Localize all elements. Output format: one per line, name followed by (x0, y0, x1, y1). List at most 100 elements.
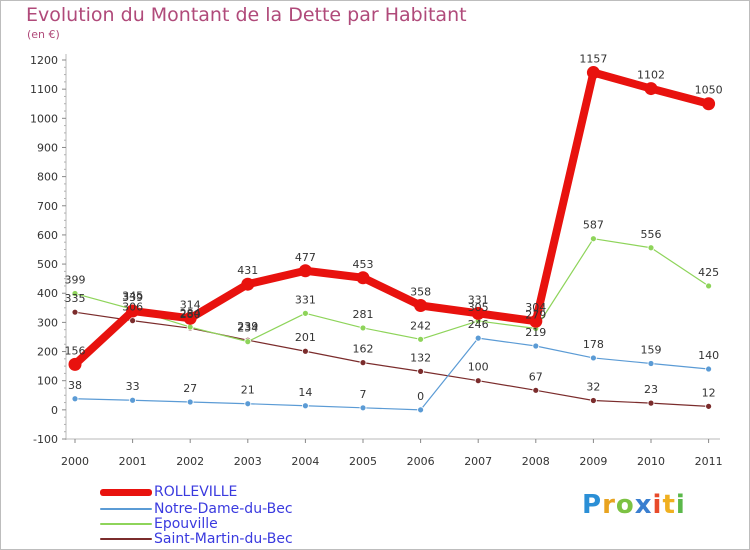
legend-swatch-epouville (100, 523, 152, 525)
y-tick-label: 1100 (30, 83, 58, 96)
data-label: 345 (122, 289, 143, 302)
logo-letter: o (615, 490, 635, 520)
y-tick-label: 400 (37, 287, 58, 300)
x-tick-label: 2006 (407, 455, 435, 468)
data-label: 100 (468, 361, 489, 374)
data-label: 425 (698, 266, 719, 279)
data-point (301, 402, 309, 410)
data-label: 453 (353, 258, 374, 271)
series-line (74, 311, 709, 407)
data-point (702, 97, 716, 111)
data-point (71, 395, 79, 403)
data-point (705, 365, 712, 373)
chart-subtitle: (en €) (27, 28, 60, 41)
data-label: 279 (525, 309, 546, 322)
legend-item-notre-dame-du-bec: Notre-Dame-du-Bec (100, 501, 293, 517)
x-tick-label: 2007 (464, 455, 492, 468)
proxiti-logo: Proxiti (582, 490, 686, 520)
data-point (298, 264, 312, 278)
data-point (414, 298, 428, 312)
x-tick-label: 2002 (176, 455, 204, 468)
data-point (590, 354, 597, 362)
logo-letter: x (634, 490, 653, 520)
y-tick-label: 900 (37, 141, 58, 154)
data-label: 306 (122, 301, 143, 314)
data-label: 38 (68, 379, 82, 392)
legend-item-epouville: Epouville (100, 516, 218, 532)
data-label: 335 (65, 292, 86, 305)
data-point (417, 335, 425, 343)
data-point (417, 367, 425, 375)
data-label: 156 (65, 344, 86, 357)
data-point (68, 357, 82, 371)
x-tick-label: 2010 (637, 455, 665, 468)
data-label: 0 (417, 390, 424, 403)
data-point (647, 399, 655, 407)
data-label: 7 (360, 388, 367, 401)
legend-swatch-notre-dame-du-bec (100, 508, 152, 510)
data-label: 339 (122, 291, 143, 304)
data-point (186, 323, 194, 331)
data-point (590, 397, 597, 404)
y-tick-label: 500 (37, 258, 58, 271)
data-point (71, 290, 79, 297)
data-label: 242 (410, 319, 431, 332)
x-tick-label: 2005 (349, 455, 377, 468)
data-point (183, 311, 197, 325)
x-tick-label: 2008 (522, 455, 550, 468)
x-tick-label: 2003 (234, 455, 262, 468)
data-label: 358 (410, 285, 431, 298)
logo-letter: i (652, 490, 663, 520)
data-label: 399 (65, 274, 86, 287)
data-point (471, 306, 485, 320)
data-label: 331 (468, 293, 489, 306)
data-point (301, 347, 309, 355)
data-point (359, 359, 367, 367)
data-label: 431 (237, 264, 258, 277)
data-label: 12 (702, 386, 716, 399)
series-line (72, 68, 710, 368)
data-label: 314 (180, 298, 201, 311)
data-label: 178 (583, 338, 604, 351)
data-point (644, 82, 658, 96)
logo-letter: t (662, 490, 676, 520)
y-tick-label: -100 (33, 433, 58, 446)
data-label: 284 (180, 307, 201, 320)
data-label: 305 (468, 301, 489, 314)
data-point (647, 244, 655, 252)
data-point (359, 324, 367, 332)
data-point (241, 277, 255, 291)
y-tick-label: 800 (37, 171, 58, 184)
data-label: 132 (410, 351, 431, 364)
data-label: 32 (586, 381, 600, 394)
data-point (244, 400, 252, 408)
data-label: 304 (525, 301, 546, 314)
data-point (129, 396, 137, 404)
data-label: 159 (641, 343, 662, 356)
chart-title: Evolution du Montant de la Dette par Hab… (26, 4, 467, 26)
x-tick-label: 2004 (291, 455, 319, 468)
series-line (74, 238, 709, 343)
data-point (417, 406, 425, 414)
data-point (356, 271, 370, 285)
data-label: 1102 (637, 69, 665, 82)
data-label: 14 (298, 386, 312, 399)
data-point (647, 360, 655, 367)
legend-label-notre-dame-du-bec: Notre-Dame-du-Bec (154, 501, 293, 517)
data-point (532, 342, 540, 350)
data-point (705, 402, 712, 410)
data-point (301, 309, 309, 317)
data-label: 201 (295, 331, 316, 344)
data-label: 1157 (579, 53, 607, 66)
data-label: 587 (583, 219, 604, 232)
data-label: 162 (353, 343, 374, 356)
y-tick-label: 1200 (30, 54, 58, 67)
x-tick-label: 2000 (61, 455, 89, 468)
data-label: 280 (180, 308, 201, 321)
x-tick-label: 2011 (695, 455, 723, 468)
x-tick-label: 2001 (119, 455, 147, 468)
data-label: 21 (241, 384, 255, 397)
y-tick-label: 0 (51, 404, 58, 417)
